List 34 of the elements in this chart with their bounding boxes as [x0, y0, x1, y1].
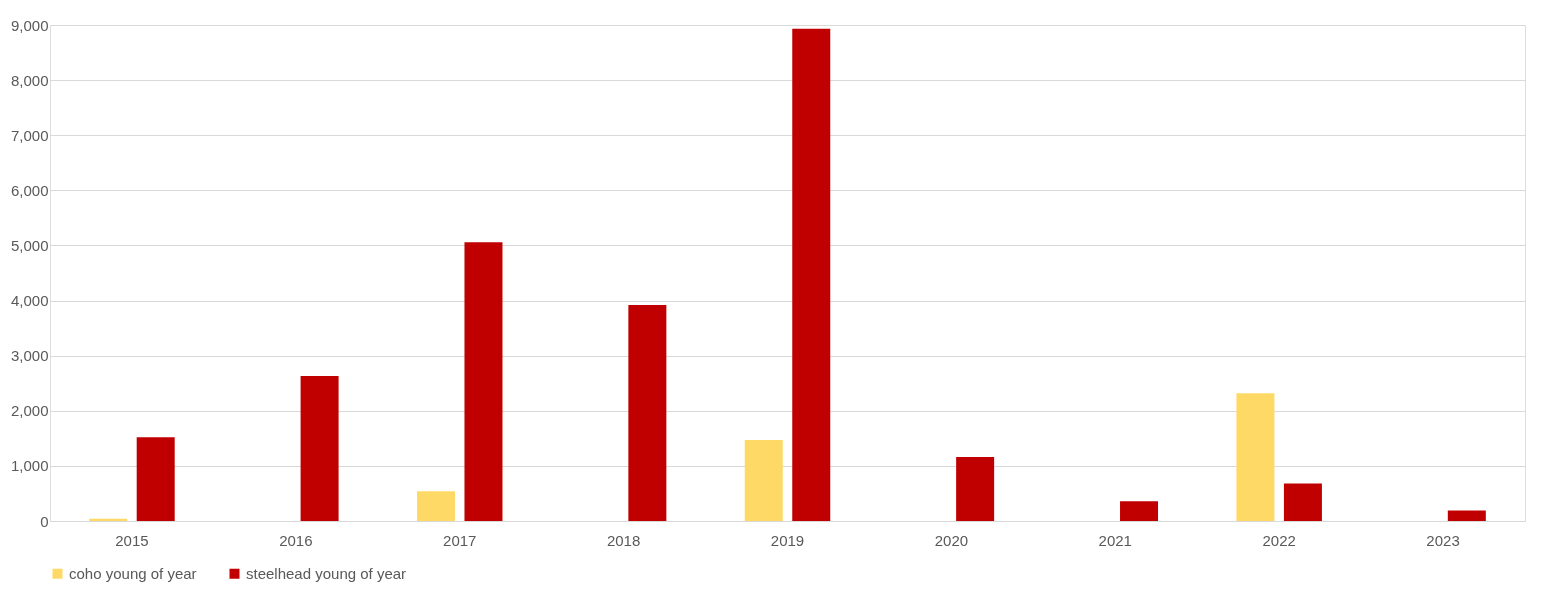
x-tick-label: 2018 [606, 531, 641, 549]
bar [1283, 483, 1322, 521]
bar [956, 457, 995, 521]
bar [1236, 393, 1275, 521]
bar [628, 304, 667, 521]
bar [136, 437, 175, 521]
legend-label: coho young of year [69, 564, 197, 582]
y-tick-label: 2,000 [10, 402, 49, 420]
y-tick-label: 3,000 [10, 347, 49, 365]
y-tick-label: 9,000 [10, 16, 49, 34]
y-tick-label: 4,000 [10, 292, 49, 310]
bar [89, 518, 128, 521]
y-tick-label: 6,000 [10, 181, 49, 199]
bar [416, 491, 455, 521]
x-tick-label: 2017 [443, 531, 477, 549]
bar [1120, 501, 1159, 521]
x-tick-label: 2023 [1426, 531, 1460, 549]
bar [300, 376, 339, 521]
y-tick-label: 0 [40, 512, 49, 530]
x-tick-label: 2022 [1262, 531, 1296, 549]
bar [1447, 510, 1486, 521]
x-tick-label: 2015 [115, 531, 149, 549]
bar [744, 439, 783, 521]
y-tick-label: 1,000 [10, 457, 49, 475]
x-tick-label: 2019 [770, 531, 805, 549]
legend-label: steelhead young of year [246, 564, 407, 582]
x-tick-label: 2016 [279, 531, 313, 549]
x-tick-label: 2021 [1098, 531, 1132, 549]
y-tick-label: 5,000 [10, 236, 49, 254]
bar [792, 28, 831, 521]
y-tick-label: 7,000 [10, 126, 49, 144]
y-tick-label: 8,000 [10, 71, 49, 89]
bar [464, 242, 503, 521]
x-tick-label: 2020 [934, 531, 969, 549]
